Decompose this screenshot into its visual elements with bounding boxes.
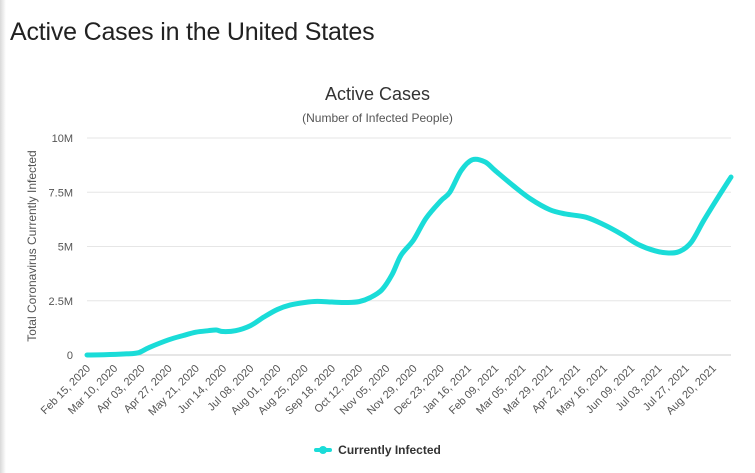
y-tick-label: 2.5M bbox=[49, 296, 73, 308]
legend-label: Currently Infected bbox=[338, 443, 441, 457]
series-layer bbox=[84, 156, 734, 358]
series-line-currently-infected[interactable] bbox=[84, 156, 734, 358]
page-title: Active Cases in the United States bbox=[10, 18, 375, 46]
y-tick-label: 10M bbox=[52, 133, 73, 145]
chart-title: Active Cases bbox=[324, 84, 431, 104]
y-tick-label: 5M bbox=[58, 242, 73, 254]
legend: Currently Infected bbox=[0, 441, 755, 457]
y-axis-ticks: 0 2.5M 5M 7.5M 10M bbox=[49, 133, 73, 362]
legend-item-currently-infected[interactable]: Currently Infected bbox=[314, 443, 441, 457]
y-tick-label: 7.5M bbox=[49, 187, 73, 199]
grid-layer bbox=[87, 137, 731, 356]
chart-subtitle: (Number of Infected People) bbox=[302, 111, 453, 125]
legend-swatch-icon bbox=[314, 446, 333, 454]
y-axis-title: Total Coronavirus Currently Infected bbox=[25, 150, 39, 341]
left-edge-shadow bbox=[0, 0, 6, 473]
y-tick-label: 0 bbox=[67, 350, 73, 362]
